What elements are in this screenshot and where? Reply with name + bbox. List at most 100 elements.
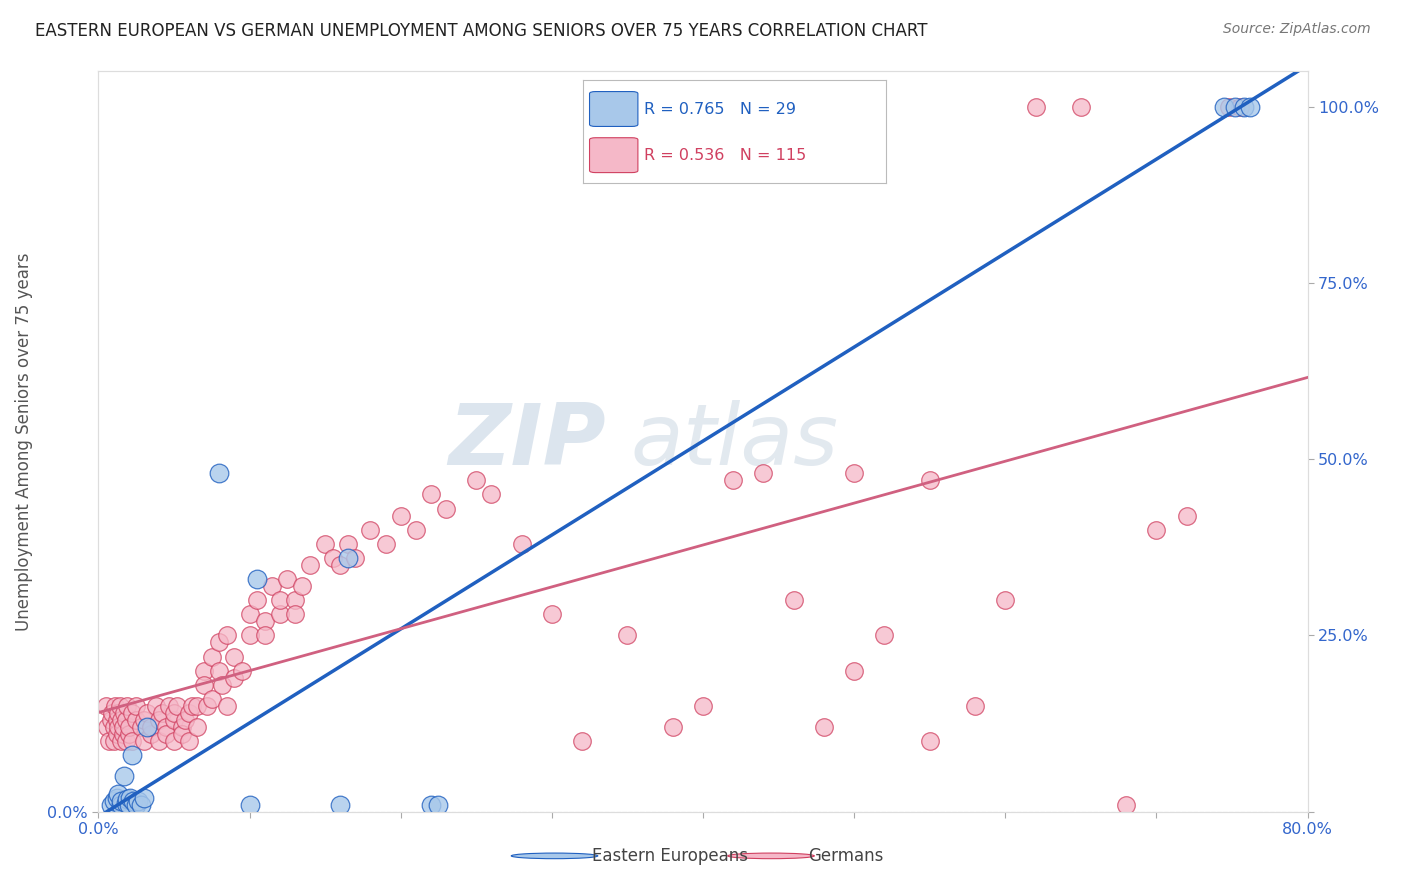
Point <box>322 550 344 565</box>
Point <box>107 720 129 734</box>
Point <box>118 720 141 734</box>
Point <box>215 628 238 642</box>
Point <box>1218 100 1240 114</box>
Point <box>111 720 134 734</box>
Point <box>1223 100 1246 114</box>
Point <box>329 797 352 812</box>
Point <box>434 501 457 516</box>
Point <box>262 579 284 593</box>
Point <box>135 720 157 734</box>
Point <box>103 734 125 748</box>
Point <box>105 727 128 741</box>
Point <box>122 794 145 808</box>
Point <box>148 734 170 748</box>
Point <box>170 720 193 734</box>
Point <box>121 748 143 763</box>
Point <box>239 628 262 642</box>
Point <box>107 706 129 720</box>
Point <box>110 797 132 812</box>
Point <box>246 572 269 586</box>
FancyBboxPatch shape <box>589 137 638 173</box>
Point <box>813 720 835 734</box>
Point <box>224 649 246 664</box>
Point <box>1144 523 1167 537</box>
Point <box>101 706 124 720</box>
Point <box>510 537 533 551</box>
Point <box>284 607 307 622</box>
Point <box>405 523 427 537</box>
Point <box>125 713 148 727</box>
Point <box>1233 100 1256 114</box>
Point <box>105 713 128 727</box>
Point <box>127 794 149 808</box>
Point <box>112 706 135 720</box>
Point <box>103 794 125 808</box>
Point <box>692 698 714 713</box>
Point <box>965 698 987 713</box>
Point <box>276 572 298 586</box>
Point <box>723 473 745 487</box>
Point <box>173 713 195 727</box>
Point <box>1070 100 1092 114</box>
Point <box>155 720 177 734</box>
Point <box>918 734 941 748</box>
Point <box>329 558 352 572</box>
Point <box>141 727 163 741</box>
Point <box>132 790 155 805</box>
Point <box>195 698 218 713</box>
Point <box>231 664 253 678</box>
Point <box>145 698 167 713</box>
Point <box>360 523 382 537</box>
Point <box>141 720 163 734</box>
Point <box>179 734 201 748</box>
Text: atlas: atlas <box>630 400 838 483</box>
Point <box>336 550 359 565</box>
Point <box>132 713 155 727</box>
Point <box>994 593 1017 607</box>
Point <box>427 797 450 812</box>
Point <box>125 797 148 812</box>
Point <box>844 664 866 678</box>
Point <box>540 607 562 622</box>
Point <box>291 579 314 593</box>
Point <box>115 792 138 806</box>
Point <box>186 720 208 734</box>
Point <box>344 550 367 565</box>
Point <box>253 615 276 629</box>
Y-axis label: Unemployment Among Seniors over 75 years: Unemployment Among Seniors over 75 years <box>15 252 34 631</box>
Point <box>1229 100 1251 114</box>
Point <box>155 727 177 741</box>
Point <box>105 790 128 805</box>
Point <box>163 713 186 727</box>
Point <box>129 720 152 734</box>
Point <box>918 473 941 487</box>
Point <box>94 698 117 713</box>
Point <box>170 727 193 741</box>
Point <box>420 487 443 501</box>
Point <box>115 698 138 713</box>
Point <box>181 698 204 713</box>
Point <box>783 593 806 607</box>
Point <box>239 607 262 622</box>
Point <box>114 713 136 727</box>
Point <box>1175 508 1198 523</box>
Point <box>616 628 638 642</box>
Text: ZIP: ZIP <box>449 400 606 483</box>
Point <box>481 487 503 501</box>
Point <box>215 698 238 713</box>
Point <box>121 706 143 720</box>
Point <box>100 797 122 812</box>
Point <box>114 734 136 748</box>
Point <box>110 794 132 808</box>
Point <box>107 787 129 801</box>
Point <box>118 797 141 812</box>
Point <box>108 698 131 713</box>
Point <box>239 797 262 812</box>
Point <box>121 734 143 748</box>
Point <box>1239 100 1261 114</box>
Point <box>269 593 291 607</box>
Point <box>96 720 118 734</box>
Point <box>148 713 170 727</box>
Point <box>336 537 359 551</box>
Text: Germans: Germans <box>808 847 883 865</box>
